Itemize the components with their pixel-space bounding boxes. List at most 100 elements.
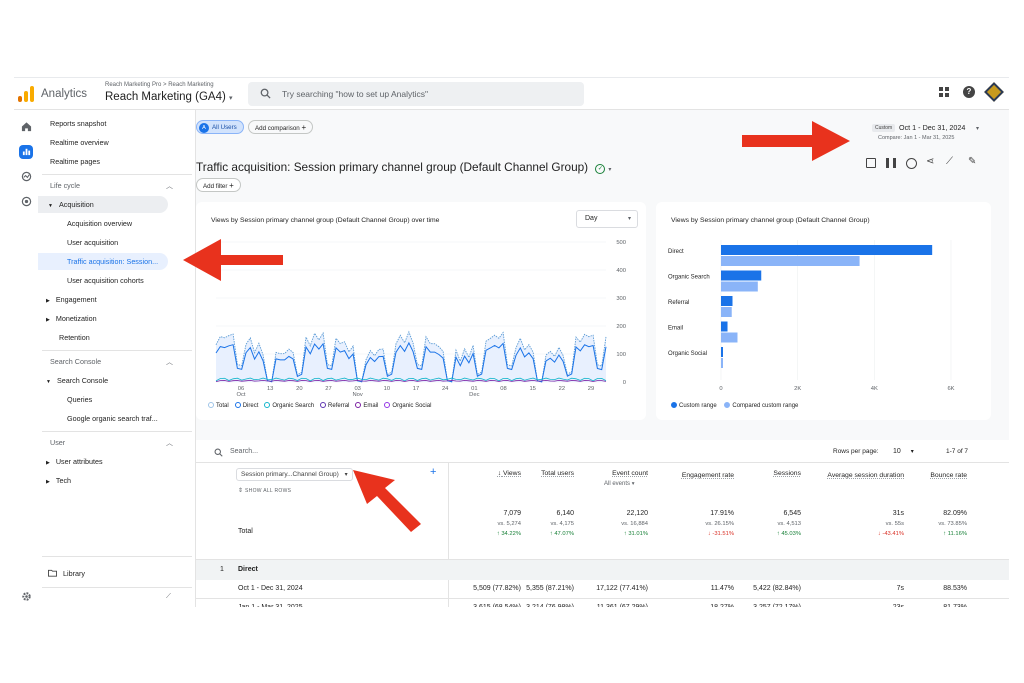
account-avatar[interactable] — [984, 82, 1004, 102]
bar-organic-social-0[interactable] — [721, 347, 723, 357]
search-box[interactable]: Try searching "how to set up Analytics" — [248, 82, 584, 106]
show-all-rows-button[interactable]: ⇕ SHOW ALL ROWS — [238, 487, 291, 494]
explore-icon[interactable] — [19, 170, 33, 184]
caret-down-icon[interactable]: ▾ — [608, 167, 612, 173]
bar-email-1[interactable] — [721, 332, 738, 343]
property-selector[interactable]: Reach Marketing (GA4) ▾ — [105, 91, 233, 103]
bar-direct-0[interactable] — [721, 245, 933, 255]
rows-per-page-value: 10 — [893, 448, 901, 455]
col-bounce-rate[interactable]: Bounce rate — [930, 472, 967, 479]
col-views[interactable]: ↓ Views — [466, 470, 521, 477]
add-comparison-button[interactable]: Add comparison + — [248, 120, 314, 134]
nav-user-acquisition-cohorts[interactable]: User acquisition cohorts — [67, 276, 144, 285]
total-label: Total — [238, 528, 253, 535]
divider — [42, 431, 192, 432]
legend-label[interactable]: Direct — [242, 403, 259, 409]
dimension-select[interactable]: Session primary...Channel Group) ▾ — [236, 468, 353, 481]
annotation-icon[interactable] — [866, 158, 876, 168]
help-icon[interactable]: ? — [963, 86, 975, 98]
bar-chart-svg[interactable]: 0 2K 4K 6K Direct Organic Search Referral Email… — [656, 202, 991, 412]
add-dimension-plus-icon[interactable]: + — [430, 466, 437, 478]
chevron-up-icon[interactable]: ︿ — [166, 440, 173, 447]
nav-user-acquisition[interactable]: User acquisition — [67, 238, 119, 247]
col-avg-session-duration[interactable]: Average session duration — [827, 472, 904, 479]
nav-reports-snapshot[interactable]: Reports snapshot — [50, 119, 107, 128]
category-label: Referral — [668, 300, 689, 306]
insights-icon[interactable] — [906, 158, 917, 169]
apps-grid-icon[interactable] — [939, 87, 949, 100]
group-row-direct[interactable] — [196, 560, 1009, 580]
total-vs: vs. 5,274 — [497, 521, 521, 527]
add-filter-button[interactable]: Add filter + — [196, 178, 241, 192]
advertising-icon[interactable] — [19, 195, 33, 209]
row-value: 88.53% — [943, 585, 967, 592]
nav-google-organic-search[interactable]: Google organic search traf... — [67, 414, 158, 423]
legend-label[interactable]: Organic Social — [392, 403, 432, 409]
compare-icon[interactable] — [886, 158, 896, 168]
date-range[interactable]: Oct 1 - Dec 31, 2024 — [899, 123, 966, 132]
search-icon — [260, 88, 271, 99]
chevron-up-icon[interactable]: ︿ — [166, 183, 173, 190]
report-table: Search... Rows per page: 10 ▾ 1-7 of 7 S… — [196, 440, 1009, 607]
legend-label[interactable]: Email — [363, 403, 379, 409]
nav-engagement[interactable]: ▶ Engagement — [46, 295, 97, 304]
verified-check-icon[interactable]: ✓ — [595, 164, 606, 174]
user-header[interactable]: User — [50, 438, 66, 447]
col-engagement-rate[interactable]: Engagement rate — [681, 472, 734, 479]
divider — [42, 174, 192, 175]
nav-acquisition[interactable]: ▼ Acquisition — [38, 196, 168, 213]
bar-organic-social-1[interactable] — [721, 358, 723, 368]
bar-chart-title: Views by Session primary channel group (… — [671, 217, 870, 224]
row-value: 17,122 (77.41%) — [596, 585, 648, 592]
bar-organic-search-1[interactable] — [721, 281, 758, 292]
nav-monetization[interactable]: ▶ Monetization — [46, 314, 97, 323]
nav-traffic-acquisition[interactable]: Traffic acquisition: Session... — [38, 253, 168, 270]
share-icon[interactable]: ⋖ — [926, 156, 935, 167]
bar-direct-1[interactable] — [721, 256, 860, 266]
col-total-users[interactable]: Total users — [541, 470, 574, 477]
legend-label[interactable]: Referral — [328, 403, 350, 409]
nav-library[interactable]: Library — [48, 569, 85, 578]
bar-organic-search-0[interactable] — [721, 270, 762, 281]
table-search-input[interactable]: Search... — [230, 448, 259, 455]
col-sessions[interactable]: Sessions — [773, 470, 801, 477]
event-filter[interactable]: All events ▾ — [604, 481, 634, 487]
analytics-logo-icon[interactable] — [18, 86, 34, 102]
reports-icon[interactable] — [19, 145, 33, 159]
x-tick-label: 20 — [296, 386, 302, 392]
col-event-count[interactable]: Event count — [612, 470, 648, 477]
nav-retention[interactable]: Retention — [59, 333, 90, 342]
nav-acquisition-overview[interactable]: Acquisition overview — [67, 219, 133, 228]
search-console-header[interactable]: Search Console — [50, 357, 102, 366]
bar-referral-1[interactable] — [721, 307, 732, 317]
legend-label[interactable]: Total — [216, 403, 229, 409]
nav-realtime-overview[interactable]: Realtime overview — [50, 138, 109, 147]
all-users-chip[interactable]: A All Users — [196, 120, 244, 134]
lifecycle-header[interactable]: Life cycle — [50, 181, 80, 190]
collapse-icon[interactable]: ⟋ — [166, 593, 171, 600]
nav-user-attributes[interactable]: ▶ User attributes — [46, 457, 103, 466]
row-value: 5,355 (87.21%) — [526, 585, 574, 592]
date-dropdown-icon[interactable]: ▾ — [976, 126, 980, 132]
account-breadcrumb[interactable]: Reach Marketing Pro > Reach Marketing — [105, 82, 214, 88]
chevron-up-icon[interactable]: ︿ — [166, 359, 173, 366]
nav-tech[interactable]: ▶ Tech — [46, 476, 71, 485]
legend-label[interactable]: Organic Search — [272, 403, 315, 409]
legend-swatch — [208, 402, 214, 408]
granularity-select[interactable]: Day ▾ — [576, 210, 638, 228]
nav-realtime-pages[interactable]: Realtime pages — [50, 157, 100, 166]
bar-email-0[interactable] — [721, 321, 728, 332]
category-label: Email — [668, 326, 683, 332]
nav-search-console[interactable]: ▼ Search Console — [46, 376, 108, 385]
edit-pencil-icon[interactable]: ✎ — [968, 156, 977, 167]
trend-icon[interactable]: ⟋ — [946, 156, 953, 167]
app-name: Analytics — [41, 88, 88, 100]
total-vs: vs. 26.15% — [705, 521, 734, 527]
nav-queries[interactable]: Queries — [67, 395, 93, 404]
home-icon[interactable] — [19, 120, 33, 134]
settings-gear-icon[interactable] — [19, 590, 33, 604]
rows-per-page-select[interactable]: 10 ▾ — [893, 448, 914, 455]
divider — [196, 559, 1009, 560]
bar-referral-0[interactable] — [721, 296, 733, 306]
